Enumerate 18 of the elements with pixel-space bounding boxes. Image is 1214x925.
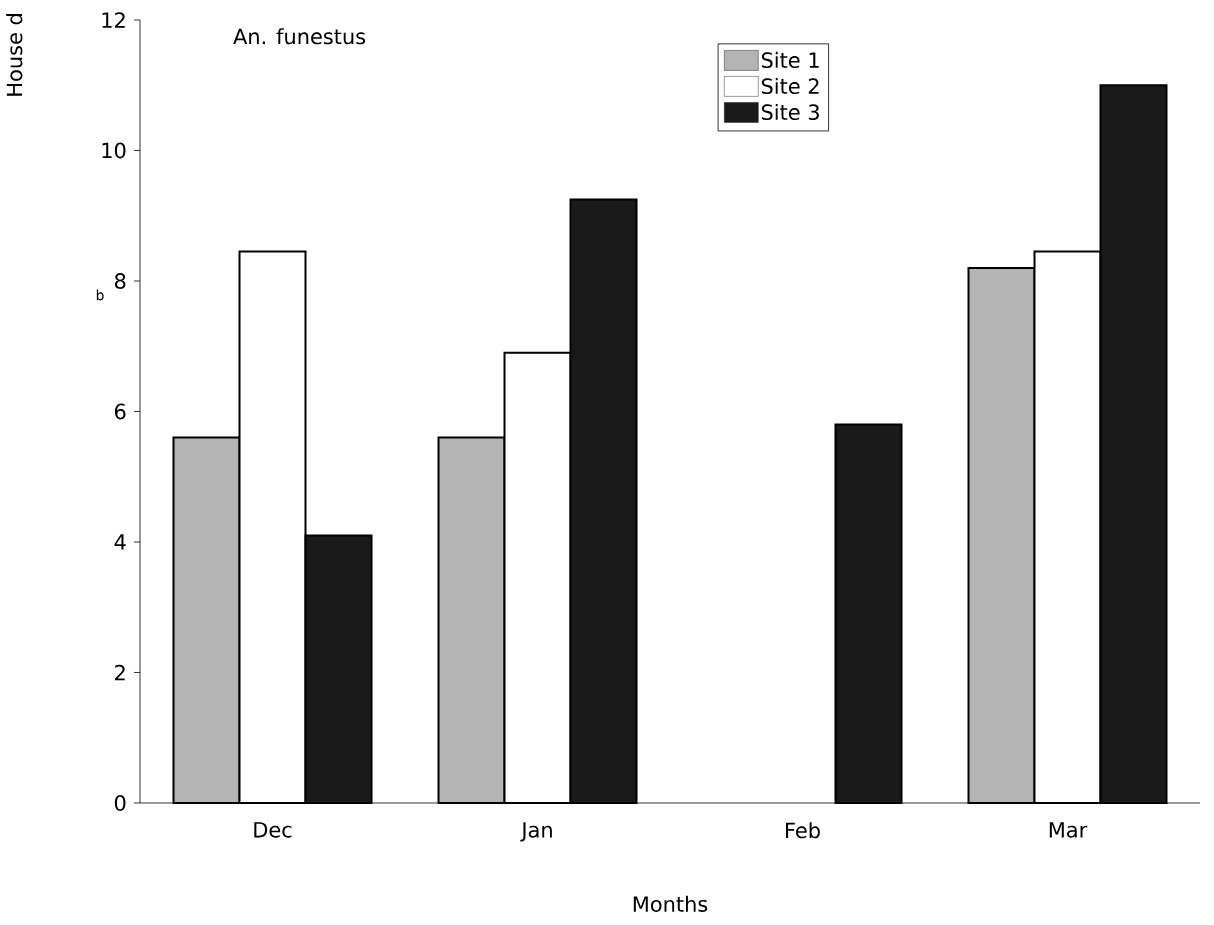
legend-label: Site 1	[761, 51, 819, 69]
y-tick-label: 10	[102, 142, 126, 159]
legend-label: Site 2	[761, 77, 819, 95]
legend-label: Site 3	[761, 103, 819, 121]
y-tick-label: 4	[114, 534, 126, 550]
x-tick-label: Dec	[254, 822, 292, 838]
text: b	[96, 289, 104, 301]
y-tick-label: 2	[115, 664, 125, 681]
y-tick-label: 12	[102, 12, 125, 28]
x-tick-label: Mar	[1049, 822, 1088, 838]
x-tick-label: Jan	[520, 822, 552, 842]
y-tick-label: 8	[114, 273, 126, 289]
y-tick-label: 6	[114, 403, 126, 420]
x-tick-label: Feb	[786, 822, 820, 839]
y-axis-title: House d	[6, 14, 23, 96]
y-tick-label: 0	[114, 795, 126, 811]
x-axis-title: Months	[633, 895, 708, 912]
chart-title: An. funestus	[233, 28, 366, 45]
